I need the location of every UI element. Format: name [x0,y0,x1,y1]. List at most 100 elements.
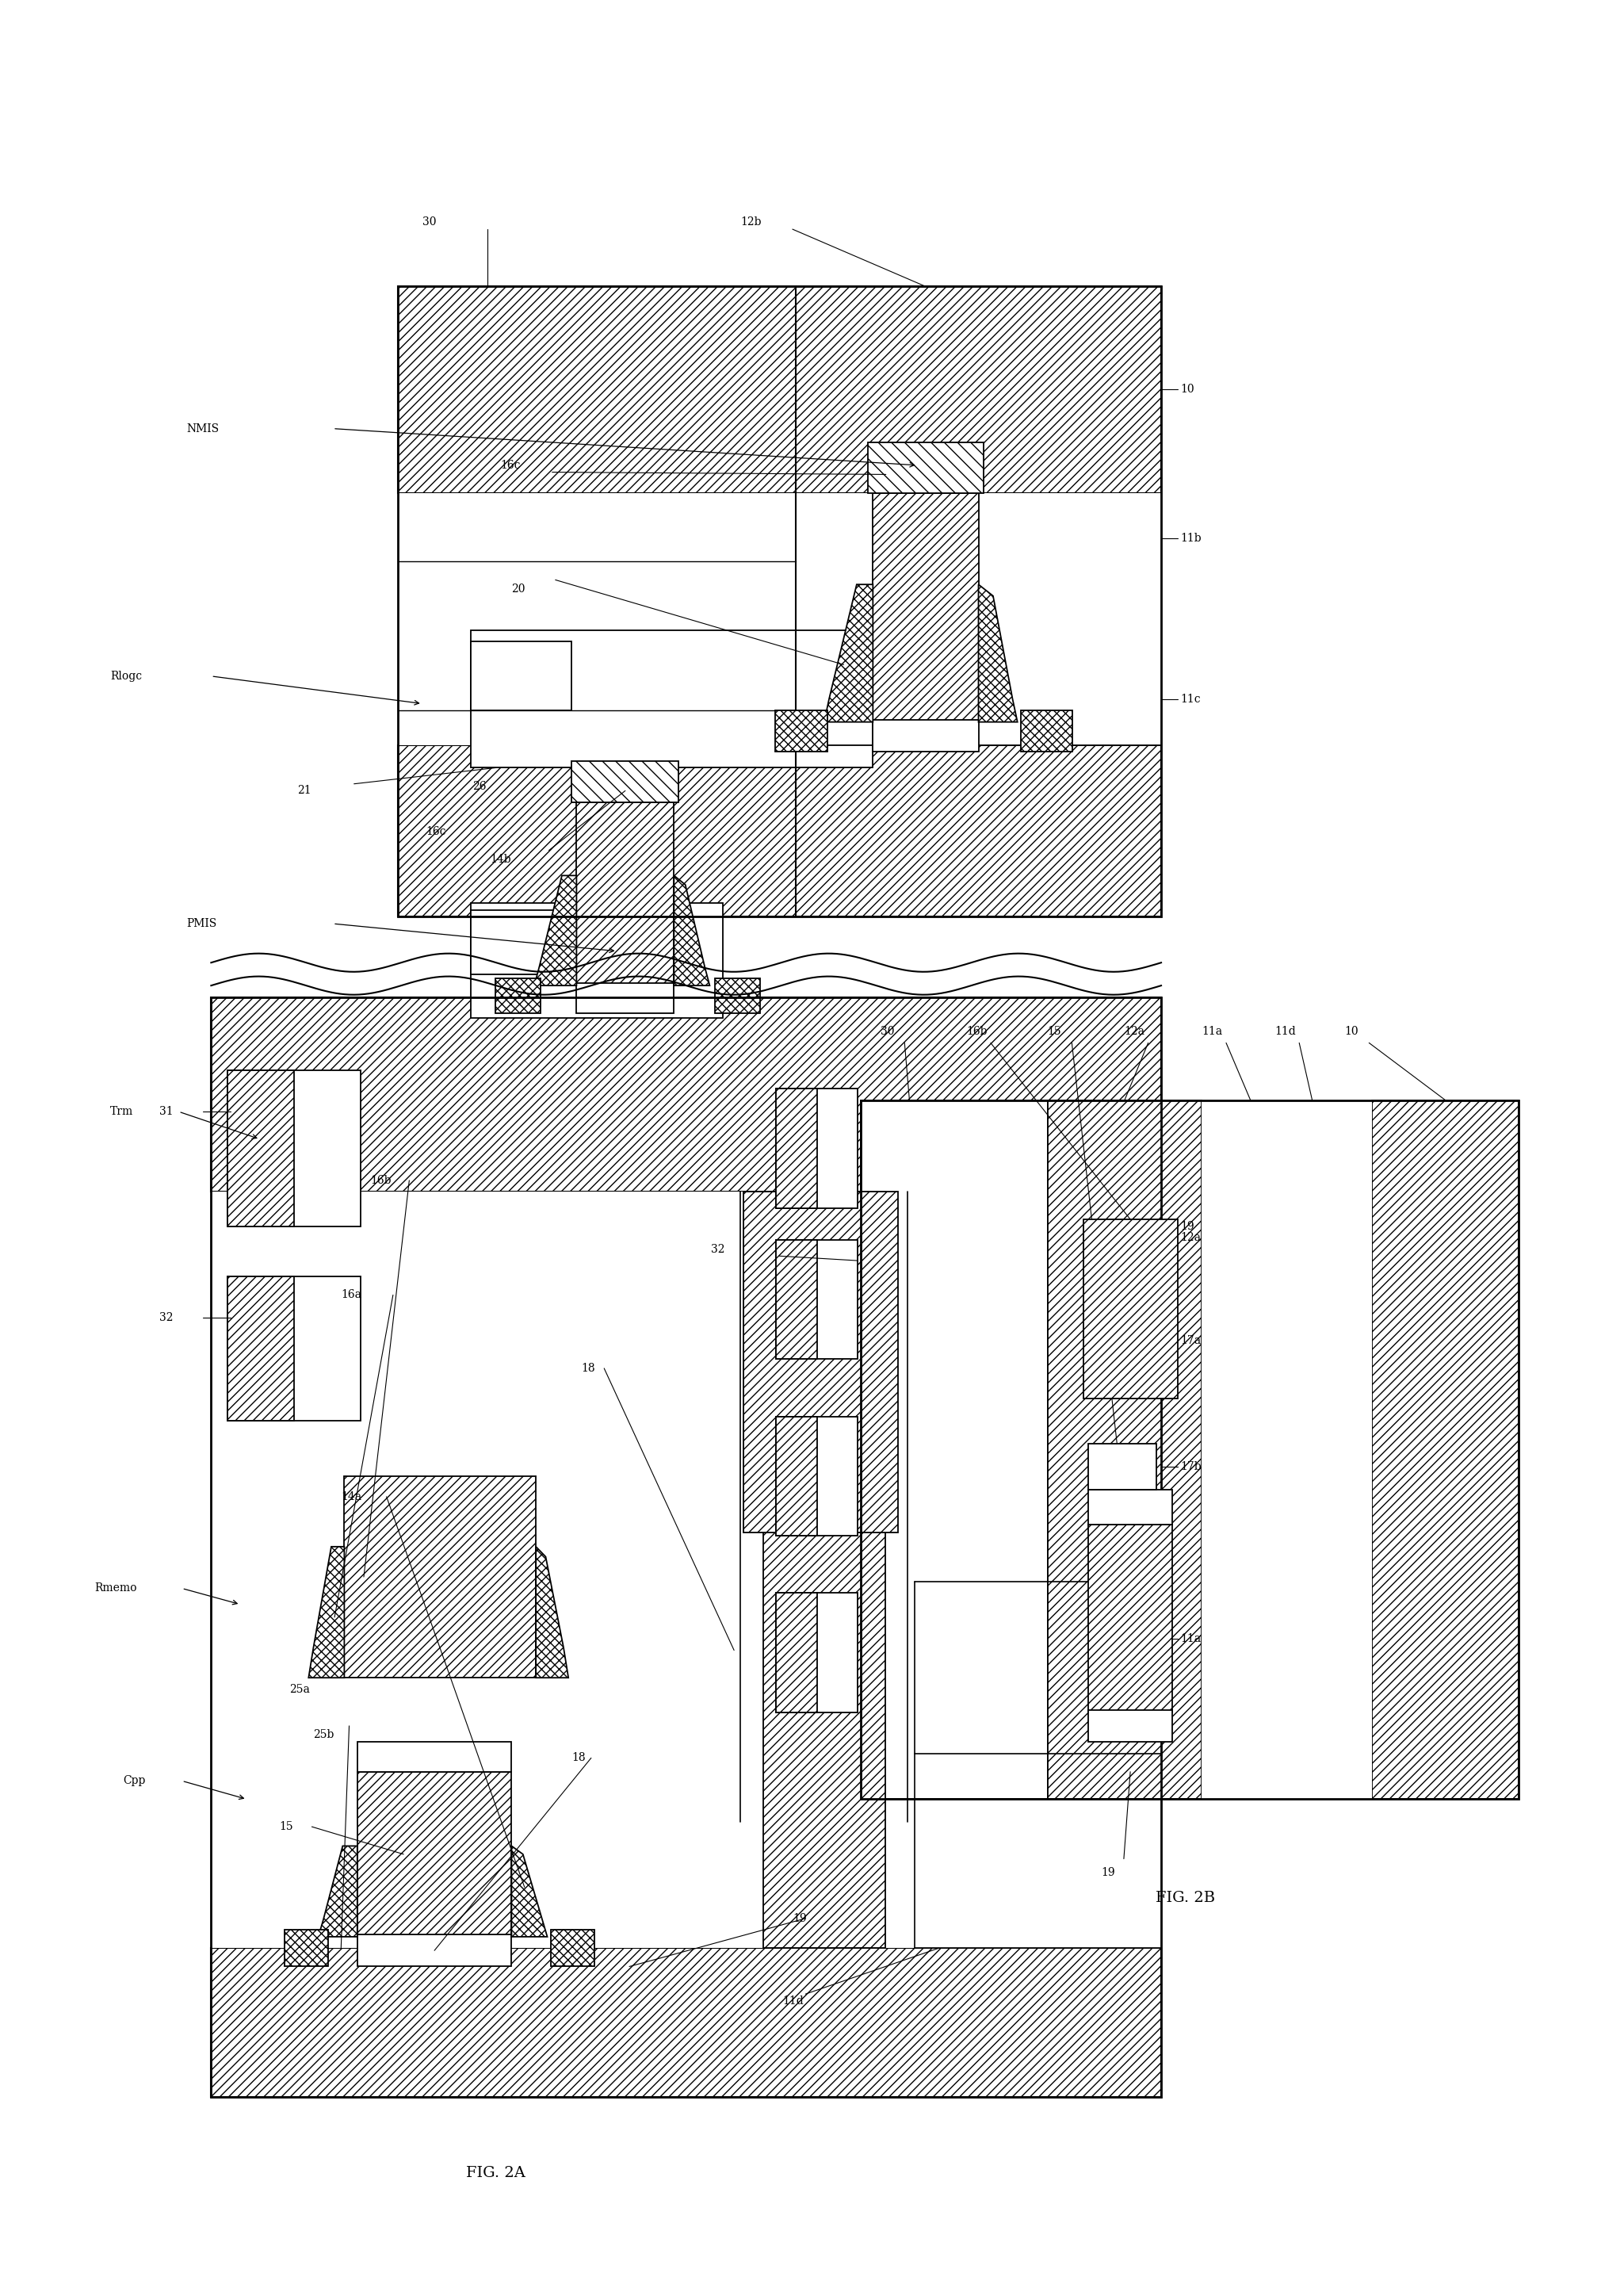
Text: 30: 30 [422,218,437,227]
Text: 14b: 14b [490,855,512,864]
Text: 25a: 25a [289,1685,310,1694]
Polygon shape [551,1930,594,1967]
Polygon shape [1083,1219,1177,1398]
Polygon shape [534,876,577,986]
Text: 11c: 11c [1181,694,1202,704]
Polygon shape [344,1476,536,1678]
Polygon shape [357,1742,512,1772]
Polygon shape [471,910,555,974]
Text: 16b: 16b [370,1176,391,1185]
Text: 21: 21 [297,786,312,795]
Polygon shape [536,1547,568,1678]
Polygon shape [471,903,723,1018]
Text: 32: 32 [159,1313,174,1322]
Text: 11b: 11b [1181,534,1202,543]
Text: 16a: 16a [341,1290,362,1300]
Text: FIG. 2B: FIG. 2B [1156,1891,1215,1905]
Polygon shape [1372,1100,1518,1799]
Text: 10: 10 [1345,1027,1359,1036]
Text: 11a: 11a [1181,1634,1202,1643]
Polygon shape [471,642,572,711]
Polygon shape [227,1070,294,1226]
Polygon shape [867,442,983,493]
Text: 12b: 12b [741,218,762,227]
Polygon shape [823,584,872,722]
Text: 25b: 25b [313,1730,335,1740]
Polygon shape [763,1192,885,1948]
Text: 19: 19 [1101,1868,1116,1877]
Polygon shape [776,1089,817,1208]
Text: 15: 15 [279,1822,294,1831]
Polygon shape [211,1948,1161,2097]
Polygon shape [1088,1444,1156,1490]
Polygon shape [227,1277,294,1421]
Text: 18: 18 [581,1364,596,1373]
Text: FIG. 2A: FIG. 2A [466,2166,525,2180]
Polygon shape [309,1547,344,1678]
Polygon shape [1202,1100,1372,1799]
Text: 10: 10 [1181,385,1195,394]
Text: 30: 30 [880,1027,895,1036]
Polygon shape [776,1593,817,1712]
Polygon shape [1088,1710,1173,1742]
Text: Rmemo: Rmemo [94,1584,136,1593]
Text: 31: 31 [159,1107,174,1116]
Text: 20: 20 [512,584,526,594]
Polygon shape [318,1845,357,1937]
Polygon shape [512,1845,547,1937]
Text: 16c: 16c [425,827,445,837]
Text: Rlogc: Rlogc [110,672,143,681]
Text: PMIS: PMIS [187,919,218,928]
Polygon shape [211,997,1161,1192]
Polygon shape [398,493,1161,745]
Polygon shape [776,1416,857,1536]
Polygon shape [495,979,541,1013]
Polygon shape [872,493,978,722]
Polygon shape [357,1934,512,1967]
Polygon shape [284,1930,328,1967]
Text: 16b: 16b [966,1027,987,1036]
Polygon shape [776,1240,857,1359]
Text: 32: 32 [711,1245,726,1254]
Polygon shape [1047,1100,1202,1799]
Text: 12a: 12a [1181,1233,1202,1242]
Polygon shape [1088,1524,1173,1712]
Text: 14a: 14a [341,1492,362,1501]
Polygon shape [776,1593,857,1712]
Text: 18: 18 [572,1753,586,1763]
Polygon shape [776,1089,857,1208]
Polygon shape [744,1192,898,1531]
Text: 17a: 17a [1181,1336,1202,1345]
Polygon shape [471,630,872,768]
Polygon shape [357,1772,512,1937]
Polygon shape [577,983,674,1013]
Polygon shape [776,1240,817,1359]
Polygon shape [978,584,1017,722]
Polygon shape [1088,1490,1173,1524]
Text: 17b: 17b [1181,1462,1202,1471]
Text: 15: 15 [1047,1027,1062,1036]
Text: 19: 19 [793,1914,807,1923]
Polygon shape [872,720,978,752]
Text: 19: 19 [1181,1222,1195,1231]
Polygon shape [577,802,674,986]
Polygon shape [715,979,760,1013]
Polygon shape [227,1070,361,1226]
Polygon shape [776,1416,817,1536]
Polygon shape [1020,711,1072,752]
Text: 26: 26 [473,782,487,791]
Polygon shape [861,1100,1047,1799]
Text: Trm: Trm [110,1107,133,1116]
Text: 11d: 11d [1275,1027,1296,1036]
Polygon shape [398,286,1161,493]
Polygon shape [211,1192,1161,1948]
Text: Cpp: Cpp [123,1776,146,1785]
Polygon shape [775,711,827,752]
Text: 11d: 11d [783,1996,804,2006]
Polygon shape [674,876,710,986]
Text: 16c: 16c [500,461,520,470]
Polygon shape [398,745,1161,917]
Text: 12a: 12a [1124,1027,1145,1036]
Text: NMIS: NMIS [187,424,219,433]
Polygon shape [227,1277,361,1421]
